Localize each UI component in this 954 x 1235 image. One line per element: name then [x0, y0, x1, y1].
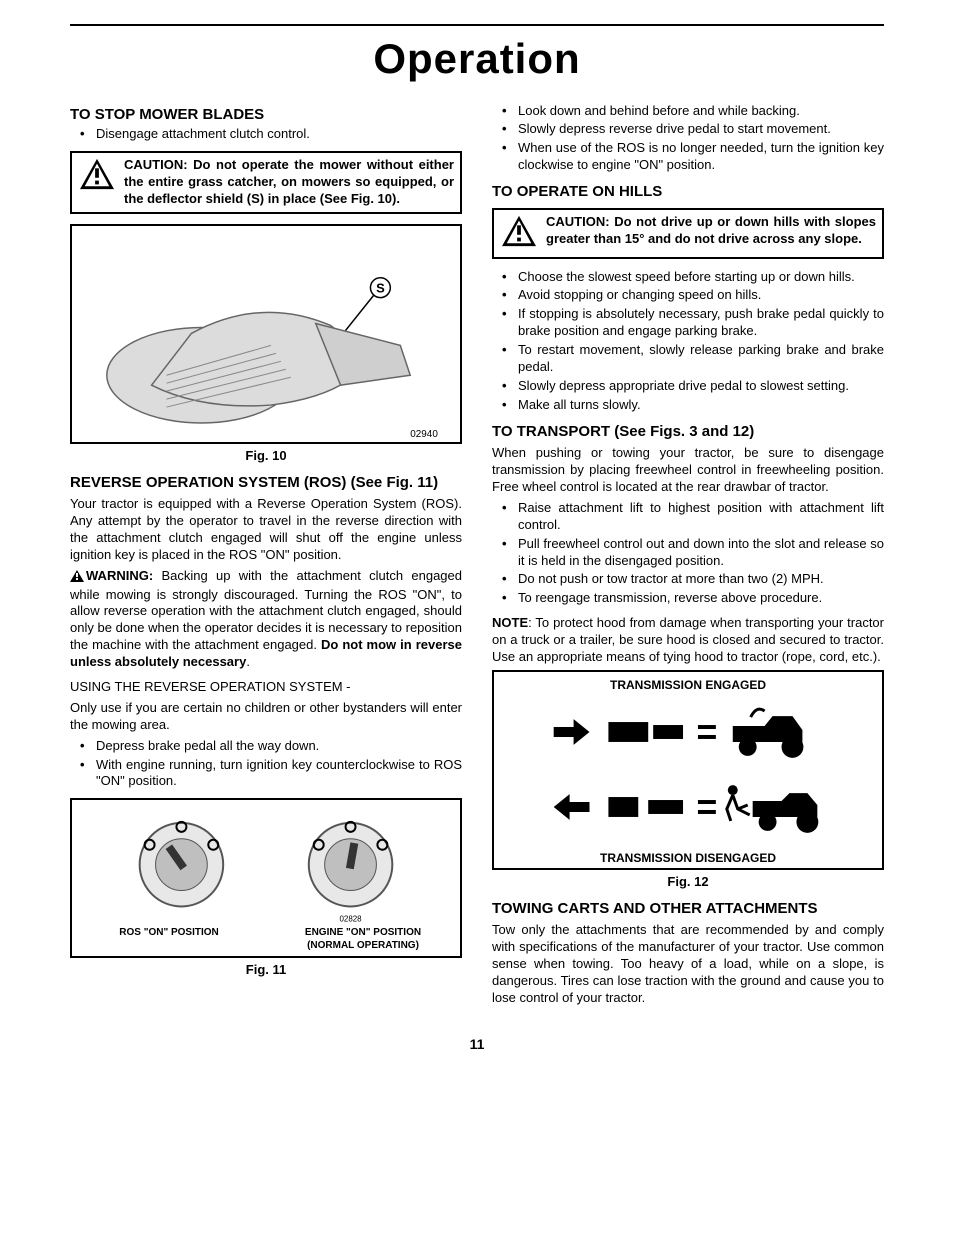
list-item: Slowly depress appropriate drive pedal t…	[492, 378, 884, 395]
fig12-engaged-label: TRANSMISSION ENGAGED	[494, 678, 882, 694]
ros-warning-paragraph: WARNING: Backing up with the attachment …	[70, 568, 462, 671]
left-column: TO STOP MOWER BLADES Disengage attachmen…	[70, 101, 462, 1011]
list-item: With engine running, turn ignition key c…	[70, 757, 462, 791]
fig11-code: 02828	[340, 915, 363, 924]
transport-paragraph-1: When pushing or towing your tractor, be …	[492, 445, 884, 496]
figure-11-frame: 02828 ROS "ON" POSITION ENGINE "ON" POSI…	[70, 798, 462, 958]
list-item: Do not push or tow tractor at more than …	[492, 571, 884, 588]
stop-blades-list: Disengage attachment clutch control.	[70, 126, 462, 143]
transport-list: Raise attachment lift to highest positio…	[492, 500, 884, 607]
list-item: Avoid stopping or changing speed on hill…	[492, 287, 884, 304]
heading-stop-blades: TO STOP MOWER BLADES	[70, 105, 462, 125]
heading-ros: REVERSE OPERATION SYSTEM (ROS) (See Fig.…	[70, 473, 462, 493]
list-item: Look down and behind before and while ba…	[492, 103, 884, 120]
ros-paragraph-1: Your tractor is equipped with a Reverse …	[70, 496, 462, 564]
caution-box-1: CAUTION: Do not operate the mower withou…	[70, 151, 462, 214]
figure-12-caption: Fig. 12	[492, 874, 884, 891]
fig11-right-label: ENGINE "ON" POSITION (NORMAL OPERATING)	[266, 926, 460, 952]
caution-box-2: CAUTION: Do not drive up or down hills w…	[492, 208, 884, 259]
right-column: Look down and behind before and while ba…	[492, 101, 884, 1011]
list-item: Depress brake pedal all the way down.	[70, 738, 462, 755]
callout-s: S	[376, 280, 385, 295]
figure-10-illustration: S 02940	[72, 226, 460, 444]
period: .	[246, 654, 250, 669]
list-item: Make all turns slowly.	[492, 397, 884, 414]
note-body: : To protect hood from damage when trans…	[492, 615, 884, 664]
fig12-disengaged-illustration	[494, 772, 882, 842]
two-column-layout: TO STOP MOWER BLADES Disengage attachmen…	[70, 101, 884, 1011]
list-item: To reengage transmission, reverse above …	[492, 590, 884, 607]
page-number: 11	[70, 1035, 884, 1053]
heading-towing: TOWING CARTS AND OTHER ATTACHMENTS	[492, 899, 884, 919]
fig12-disengaged-label: TRANSMISSION DISENGAGED	[494, 851, 882, 867]
transport-note: NOTE: To protect hood from damage when t…	[492, 615, 884, 666]
right-top-list: Look down and behind before and while ba…	[492, 103, 884, 175]
list-item: Raise attachment lift to highest positio…	[492, 500, 884, 534]
figure-10-frame: S 02940	[70, 224, 462, 444]
heading-transport: TO TRANSPORT (See Figs. 3 and 12)	[492, 422, 884, 442]
figure-10-caption: Fig. 10	[70, 448, 462, 465]
warning-triangle-icon	[78, 157, 116, 196]
using-ros-paragraph: Only use if you are certain no children …	[70, 700, 462, 734]
caution-text: CAUTION: Do not drive up or down hills w…	[546, 214, 876, 248]
figure-11-caption: Fig. 11	[70, 962, 462, 979]
list-item: Slowly depress reverse drive pedal to st…	[492, 121, 884, 138]
fig10-code: 02940	[410, 429, 438, 440]
hills-list: Choose the slowest speed before starting…	[492, 269, 884, 414]
list-item: If stopping is absolutely necessary, pus…	[492, 306, 884, 340]
warning-triangle-small-icon	[70, 570, 84, 587]
using-ros-heading: USING THE REVERSE OPERATION SYSTEM -	[70, 679, 462, 696]
warning-triangle-icon	[500, 214, 538, 253]
towing-paragraph: Tow only the attachments that are recomm…	[492, 922, 884, 1006]
caution-text: CAUTION: Do not operate the mower withou…	[124, 157, 454, 208]
list-item: Pull freewheel control out and down into…	[492, 536, 884, 570]
list-item: To restart movement, slowly release park…	[492, 342, 884, 376]
figure-12-frame: TRANSMISSION ENGAGED	[492, 670, 884, 870]
fig11-left-label: ROS "ON" POSITION	[72, 926, 266, 952]
list-item: Choose the slowest speed before starting…	[492, 269, 884, 286]
list-item: When use of the ROS is no longer needed,…	[492, 140, 884, 174]
list-item: Disengage attachment clutch control.	[70, 126, 462, 143]
warning-label: WARNING:	[86, 568, 153, 583]
page-title: Operation	[70, 32, 884, 87]
note-label: NOTE	[492, 615, 528, 630]
fig12-engaged-illustration	[494, 697, 882, 767]
horizontal-rule	[70, 24, 884, 26]
using-ros-list: Depress brake pedal all the way down. Wi…	[70, 738, 462, 791]
heading-hills: TO OPERATE ON HILLS	[492, 182, 884, 202]
